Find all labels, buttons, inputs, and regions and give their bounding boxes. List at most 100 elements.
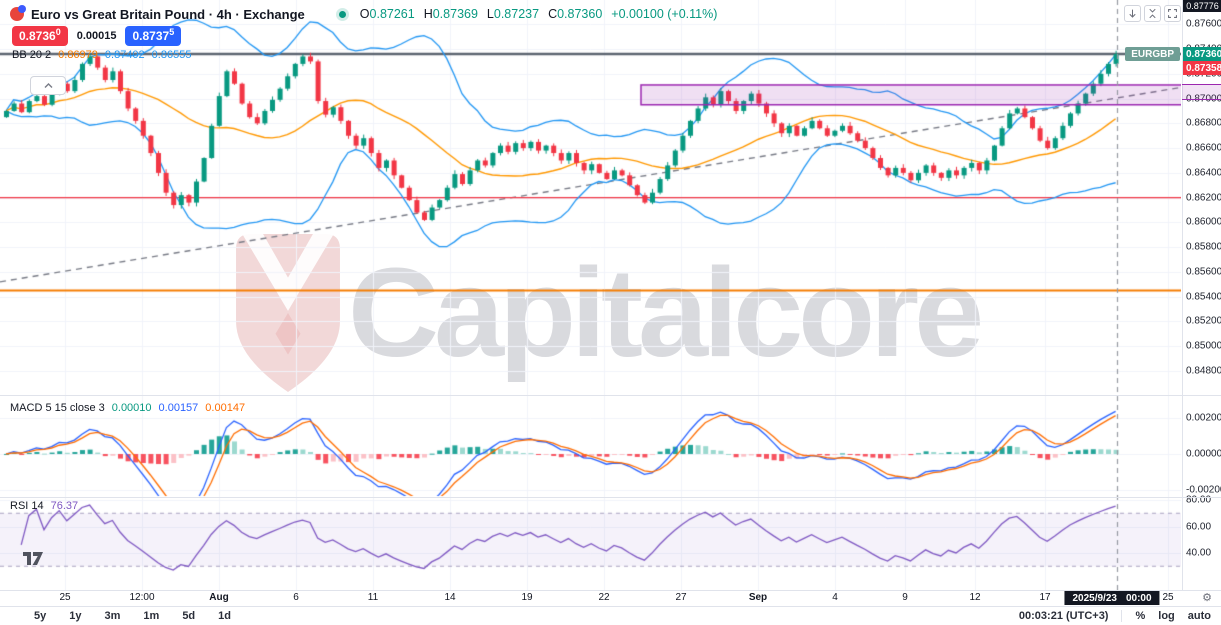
- pane-controls: [1124, 5, 1181, 22]
- ohlc-values: O0.87261 H0.87369 L0.87237 C0.87360 +0.0…: [360, 7, 718, 21]
- buy-button[interactable]: 0.87375: [125, 26, 182, 47]
- chart-header: Euro vs Great Britain Pound · 4h · Excha…: [10, 5, 717, 23]
- price-axis-label: 0.86000: [1186, 216, 1221, 228]
- time-axis-label: Aug: [209, 592, 229, 603]
- bb-lower-value: 0.86555: [151, 49, 192, 61]
- close-value: 0.87360: [557, 7, 603, 21]
- time-axis-label: 19: [521, 592, 533, 603]
- macd-legend: MACD 5 15 close 3 0.00010 0.00157 0.0014…: [10, 402, 245, 414]
- rsi-label[interactable]: RSI 14: [10, 500, 44, 512]
- rsi-axis-label: 60.00: [1186, 521, 1212, 533]
- price-axis-label: 0.85800: [1186, 241, 1221, 253]
- time-axis-label: 4: [832, 592, 838, 603]
- price-axis-label: 0.85000: [1186, 340, 1221, 352]
- open-value: 0.87261: [369, 7, 415, 21]
- chart-canvas[interactable]: [0, 0, 1181, 590]
- bb-upper-value: 0.87402: [104, 49, 145, 61]
- high-value: 0.87369: [432, 7, 478, 21]
- crosshair-time-badge: 2025/9/23 00:00: [1064, 591, 1160, 605]
- sell-button[interactable]: 0.87360: [12, 26, 68, 47]
- range-button[interactable]: 1m: [143, 609, 160, 622]
- market-status-icon: [338, 10, 346, 18]
- range-button[interactable]: 5y: [34, 609, 47, 622]
- quote-panel: 0.87360 0.00015 0.87375: [12, 26, 182, 47]
- time-axis-label: 12: [969, 592, 981, 603]
- scale-button[interactable]: log: [1158, 609, 1175, 622]
- price-axis-label: 0.86200: [1186, 192, 1221, 204]
- open-key: O: [359, 7, 370, 21]
- bb-basis-value: 0.86979: [58, 49, 98, 61]
- bottom-toolbar: 5y 1y 3m 1m 5d 1d 00:03:21 (UTC+3) % log auto: [0, 606, 1221, 624]
- instrument-icon: [10, 5, 26, 21]
- price-axis-label: 0.85400: [1186, 291, 1221, 303]
- crosshair-date: 2025/9/23: [1072, 592, 1117, 604]
- crosshair-time: 00:00: [1125, 592, 1152, 604]
- time-axis-label: Sep: [748, 592, 768, 603]
- macd-axis-label: 0.00200: [1186, 412, 1221, 424]
- toolbar-right: 00:03:21 (UTC+3) % log auto: [1018, 609, 1221, 622]
- time-axis-label: 14: [444, 592, 456, 603]
- price-axis-label: 0.86800: [1186, 117, 1221, 129]
- counter-price-badge: 0.87358: [1183, 61, 1221, 75]
- rsi-legend: RSI 14 76.37: [10, 500, 78, 512]
- price-axis-label: 0.86400: [1186, 167, 1221, 179]
- price-axis[interactable]: 0.87776 0.87360 0.87358 0.876000.874000.…: [1182, 0, 1221, 591]
- price-axis-label: 0.84800: [1186, 365, 1221, 377]
- toolbar-divider: [1121, 609, 1123, 622]
- rsi-axis-label: 40.00: [1186, 547, 1212, 559]
- range-button[interactable]: 1y: [69, 609, 82, 622]
- range-button[interactable]: 3m: [104, 609, 121, 622]
- maximize-pane-button[interactable]: [1164, 5, 1181, 22]
- range-button[interactable]: 1d: [218, 609, 231, 622]
- range-button[interactable]: 5d: [182, 609, 196, 622]
- price-axis-label: 0.86600: [1186, 142, 1221, 154]
- collapse-pane-button[interactable]: [1144, 5, 1161, 22]
- time-axis-label: 27: [675, 592, 687, 603]
- time-axis-label: 6: [293, 592, 299, 603]
- macd-line-value: 0.00157: [158, 402, 199, 414]
- price-axis-label: 0.87600: [1186, 18, 1221, 30]
- macd-hist-value: 0.00010: [111, 402, 152, 414]
- arrow-down-icon: [1129, 9, 1136, 18]
- collapse-icon: [1149, 8, 1156, 19]
- scale-button[interactable]: %: [1135, 609, 1146, 622]
- scroll-down-button[interactable]: [1124, 5, 1141, 22]
- time-axis-label: 17: [1039, 592, 1051, 603]
- time-axis-label: 25: [59, 592, 71, 603]
- scale-buttons: % log auto: [1135, 610, 1211, 622]
- time-axis-label: 25: [1162, 592, 1174, 603]
- low-value: 0.87237: [493, 7, 540, 21]
- macd-label[interactable]: MACD 5 15 close 3: [10, 402, 105, 414]
- change-value: +0.00100 (+0.11%): [611, 7, 718, 21]
- time-axis-label: 12:00: [129, 592, 155, 603]
- crosshair-price-badge: 0.87776: [1183, 0, 1221, 12]
- range-buttons: 5y 1y 3m 1m 5d 1d: [0, 610, 231, 622]
- time-axis[interactable]: 2025/9/23 00:00 ⚙ 25 12:00 Aug 6 11 14 19 22 27 S…: [0, 591, 1221, 605]
- gear-icon[interactable]: ⚙: [1202, 592, 1212, 604]
- symbol-price-label: EURGBP: [1125, 47, 1180, 61]
- last-price-badge: 0.87360: [1183, 47, 1221, 61]
- macd-axis-label: 0.00000: [1186, 448, 1221, 460]
- scale-button[interactable]: auto: [1187, 609, 1211, 622]
- macd-axis-label: -0.00200: [1186, 484, 1221, 496]
- time-axis-label: 11: [367, 592, 379, 603]
- time-axis-label: 22: [598, 592, 610, 603]
- pane-separator[interactable]: [0, 395, 1221, 396]
- legend-collapse-button[interactable]: [30, 76, 66, 95]
- high-key: H: [423, 7, 433, 21]
- bb-label[interactable]: BB 20 2: [12, 49, 52, 61]
- maximize-icon: [1168, 9, 1177, 18]
- pane-separator[interactable]: [0, 497, 1221, 498]
- symbol-title[interactable]: Euro vs Great Britain Pound · 4h · Excha…: [31, 6, 305, 22]
- time-axis-label: 9: [902, 592, 908, 603]
- clock[interactable]: 00:03:21 (UTC+3): [1018, 609, 1109, 622]
- close-key: C: [548, 7, 558, 21]
- tradingview-logo[interactable]: [22, 548, 44, 573]
- low-key: L: [486, 7, 494, 21]
- price-axis-label: 0.85600: [1186, 266, 1221, 278]
- supply-zone-axis-strip: [1182, 84, 1221, 100]
- spread-value: 0.00015: [76, 30, 117, 43]
- pane-separator: [0, 590, 1221, 591]
- price-axis-label: 0.85200: [1186, 315, 1221, 327]
